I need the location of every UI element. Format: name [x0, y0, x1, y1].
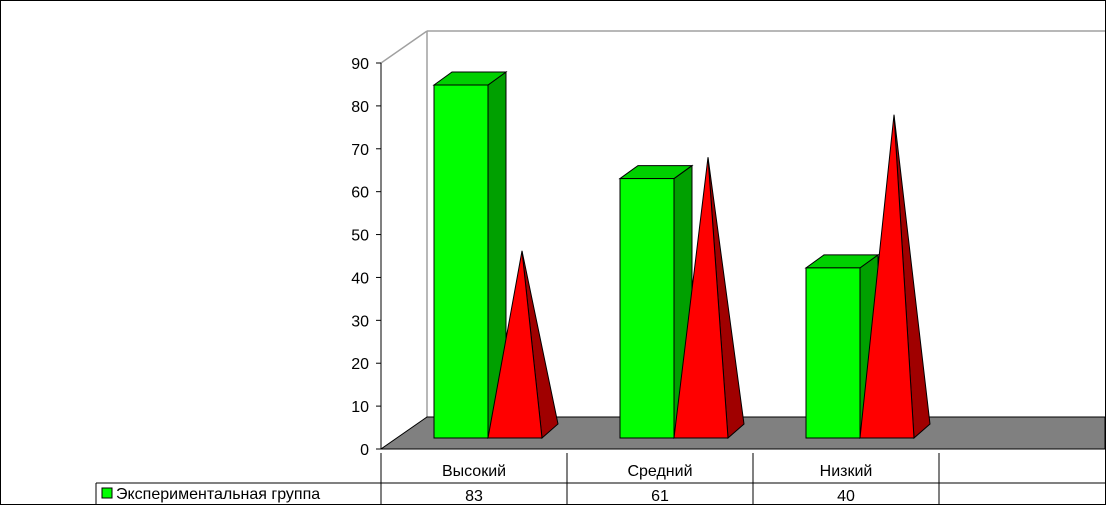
x-category-label: Низкий	[820, 463, 873, 480]
bar-front	[433, 84, 489, 439]
y-tick-label: 10	[351, 399, 369, 416]
table-value: 61	[651, 488, 669, 504]
y-tick-label: 80	[351, 99, 369, 116]
y-tick-label: 70	[351, 142, 369, 159]
table-value: 40	[837, 488, 855, 504]
legend-label-series1: Экспериментальная группа	[116, 486, 320, 503]
pyramid-series2-2	[859, 114, 931, 440]
y-tick-label: 50	[351, 228, 369, 245]
y-tick-label: 30	[351, 313, 369, 330]
pyramid-front	[487, 250, 543, 439]
bar-front	[805, 267, 861, 439]
y-tick-label: 90	[351, 56, 369, 73]
y-tick-label: 40	[351, 270, 369, 287]
pyramid-series2-0	[487, 250, 559, 440]
y-tick-label: 60	[351, 185, 369, 202]
wall-top-left-edge	[380, 30, 428, 64]
x-category-label: Высокий	[442, 463, 506, 480]
bar-series1-0	[432, 71, 508, 439]
x-category-label: Средний	[627, 463, 692, 480]
pyramid-front	[859, 114, 915, 439]
chart-marks	[432, 71, 931, 440]
pyramid-series2-1	[673, 157, 745, 440]
y-axis: 0 10 20 30 40 50 60 70 80 90	[351, 56, 382, 459]
legend-key-series1	[101, 487, 113, 499]
y-tick-label: 0	[360, 442, 369, 459]
pyramid-front	[673, 157, 729, 439]
data-table: Высокий 83 Средний 61 Низкий 40 Эксперименталь…	[95, 453, 1105, 504]
bar-series1-1	[618, 164, 694, 439]
y-tick-label: 20	[351, 356, 369, 373]
bar-front	[619, 178, 675, 439]
table-value: 83	[465, 488, 483, 504]
